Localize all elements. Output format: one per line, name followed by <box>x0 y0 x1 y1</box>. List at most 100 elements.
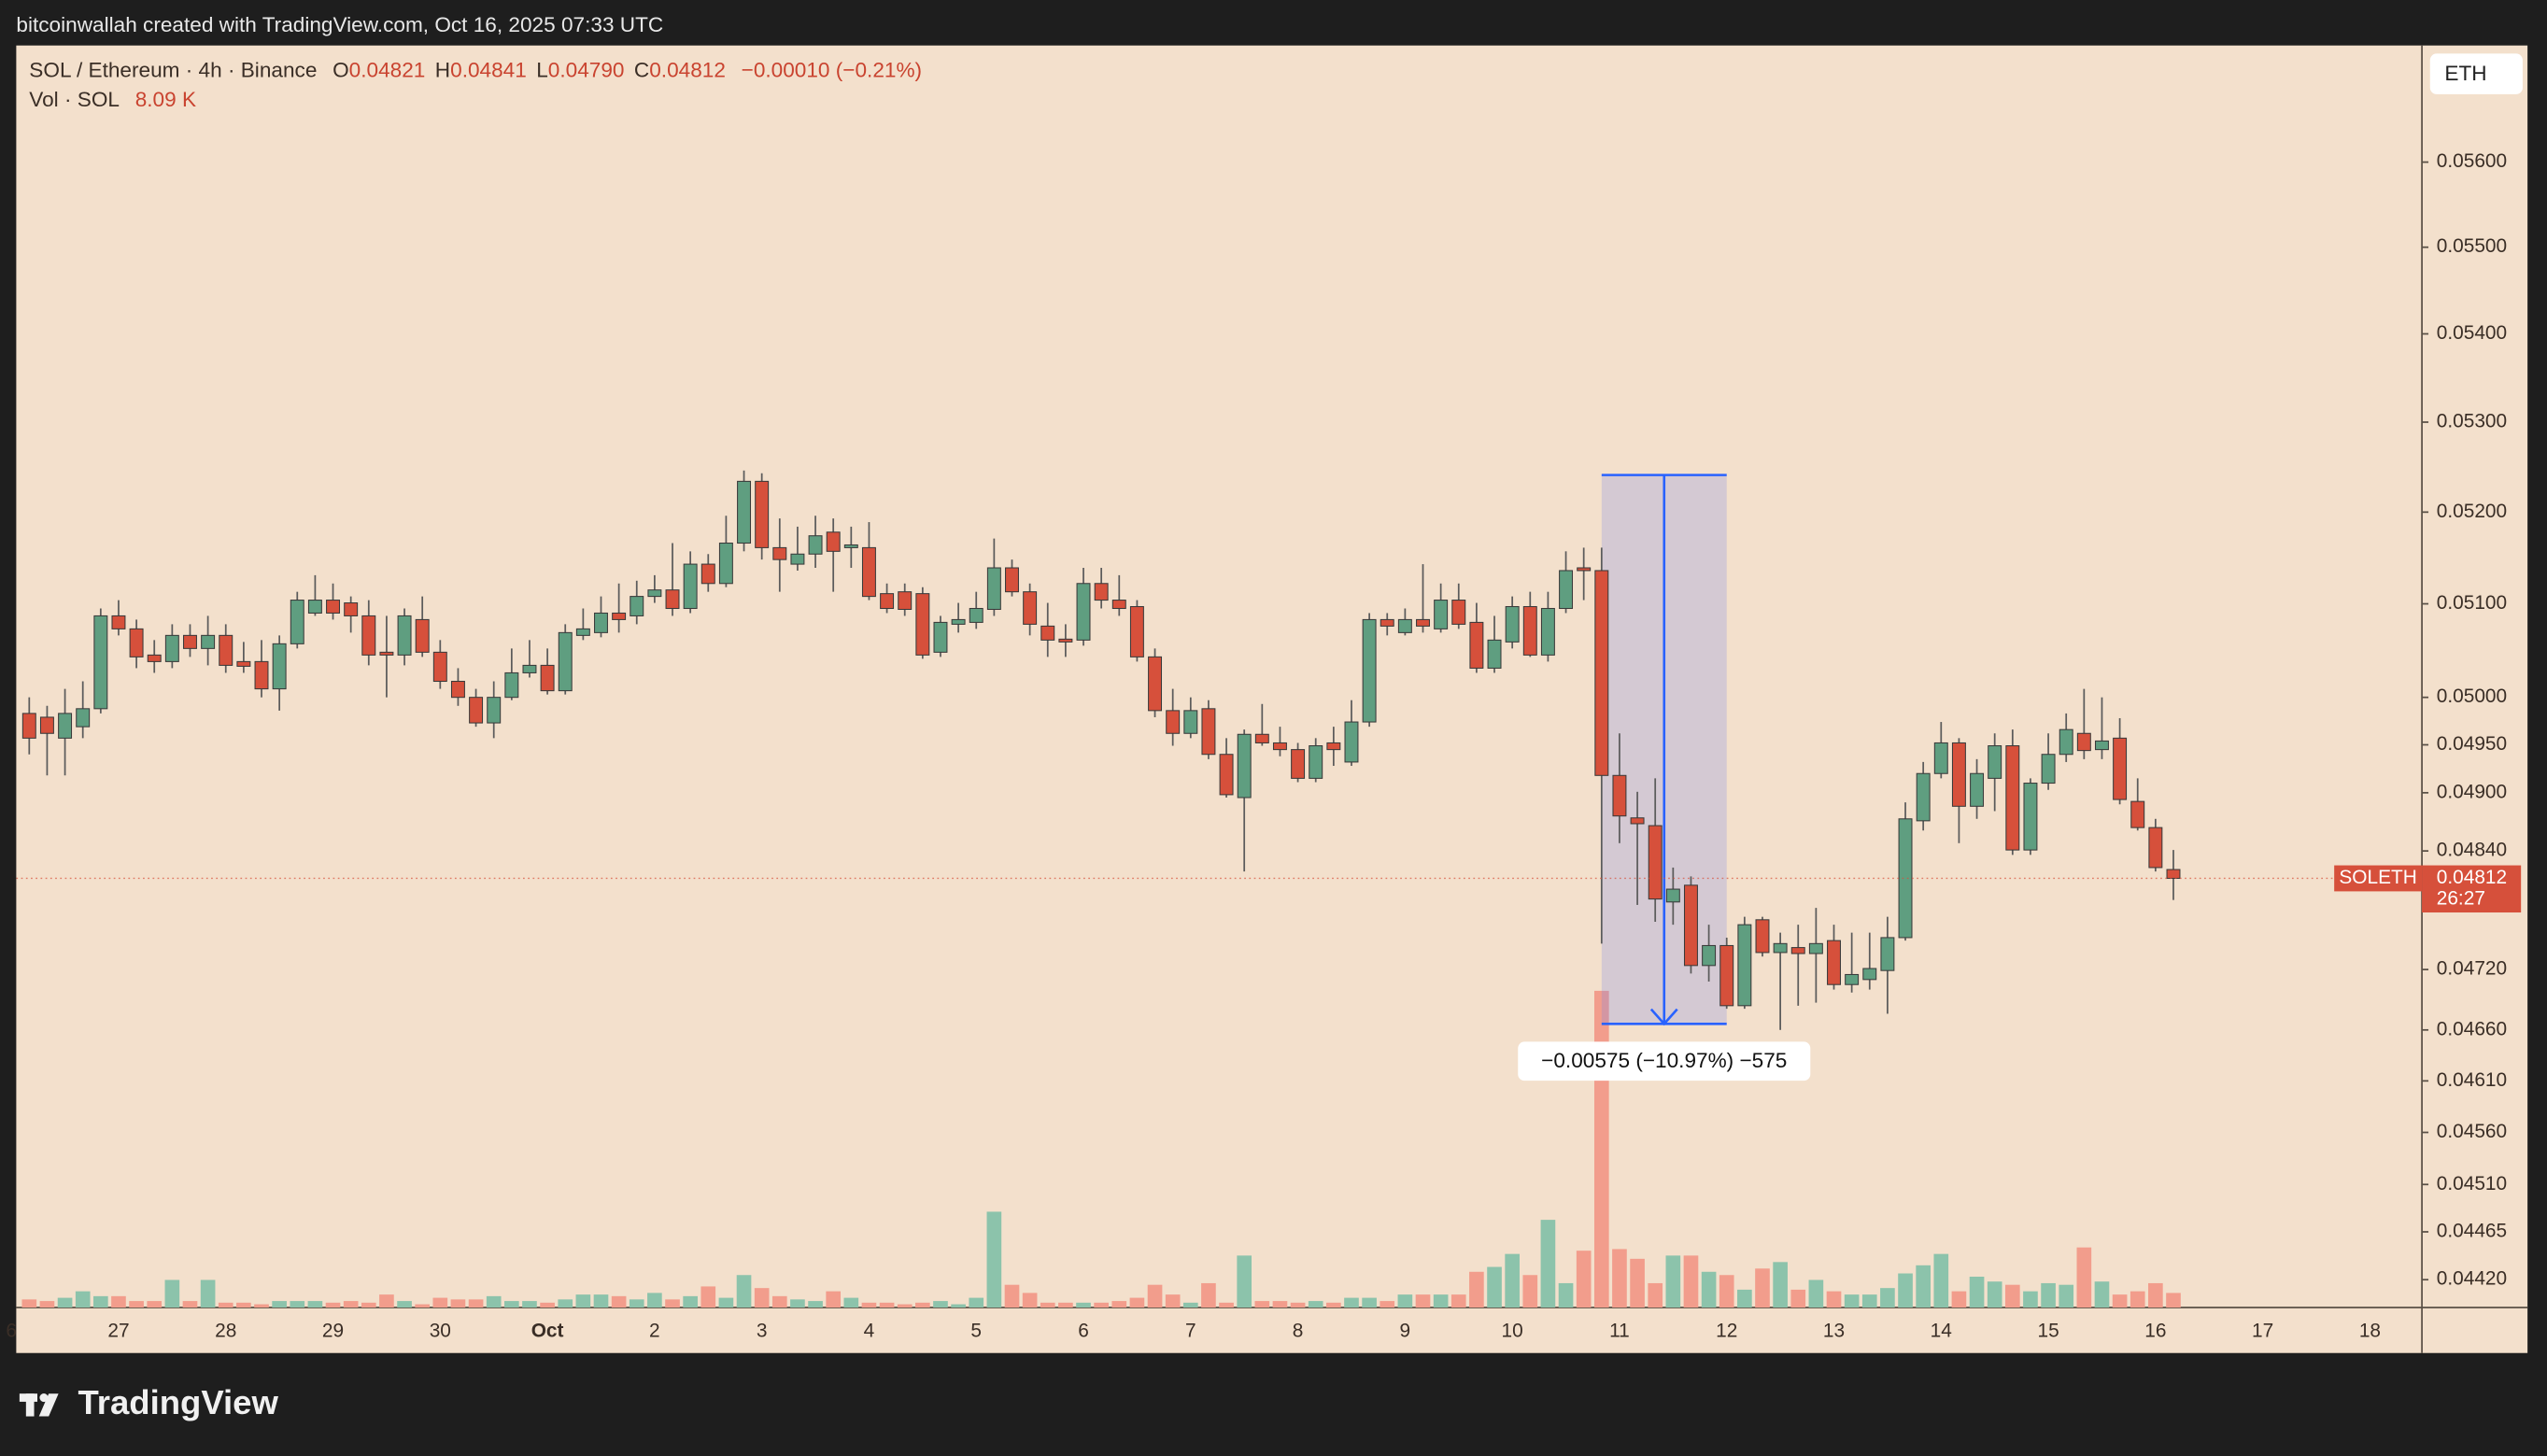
candle-body <box>1254 733 1269 743</box>
candle-body <box>1808 942 1823 954</box>
candle-body <box>540 664 555 692</box>
candle-body <box>808 535 823 555</box>
candle-body <box>2166 869 2181 880</box>
candle-body <box>1272 742 1287 751</box>
x-tick-label: 10 <box>1502 1321 1523 1342</box>
volume-bar <box>1129 1297 1145 1308</box>
candle-body <box>397 615 412 656</box>
candle-body <box>575 628 590 636</box>
candle-body <box>1487 639 1502 669</box>
volume-bar <box>1593 990 1609 1308</box>
candle-body <box>76 708 91 728</box>
volume-bar <box>1558 1282 1574 1308</box>
x-tick-label: 27 <box>107 1321 129 1342</box>
candle-body <box>1076 583 1091 641</box>
x-tick-label: 14 <box>1931 1321 1952 1342</box>
volume-bar <box>1469 1271 1484 1308</box>
volume-bar <box>683 1295 698 1308</box>
candle-body <box>2076 732 2091 752</box>
candle-body <box>1845 973 1860 985</box>
currency-button[interactable]: ETH <box>2429 53 2523 94</box>
volume-bar <box>826 1291 842 1308</box>
y-tick-label: 0.04950 <box>2437 733 2507 755</box>
candle-body <box>861 546 876 598</box>
volume-bar <box>1272 1301 1288 1308</box>
volume-bar <box>1344 1297 1359 1308</box>
x-tick-label: 12 <box>1716 1321 1737 1342</box>
volume-bar <box>57 1297 73 1308</box>
volume-bar <box>1576 1251 1592 1308</box>
candle-body <box>1094 583 1109 601</box>
candle-body <box>558 631 573 692</box>
volume-bar <box>1254 1301 1270 1308</box>
candle-body <box>1505 605 1520 643</box>
volume-bar <box>1094 1302 1109 1308</box>
volume-bar <box>1111 1301 1127 1308</box>
currency-button-label[interactable]: ETH <box>2444 62 2486 85</box>
volume-bar <box>1362 1297 1377 1308</box>
candle-body <box>1773 942 1788 954</box>
volume-bar <box>21 1299 37 1308</box>
volume-bar <box>147 1301 163 1308</box>
candle-body <box>1219 754 1234 796</box>
candle-body <box>1040 625 1055 641</box>
volume-bar <box>325 1302 341 1308</box>
volume-bar <box>1648 1282 1663 1308</box>
y-tick-label: 0.04840 <box>2437 840 2507 861</box>
x-tick-label: 17 <box>2252 1321 2273 1342</box>
x-tick-label: 2 <box>649 1321 660 1342</box>
y-tick-label: 0.05600 <box>2437 150 2507 172</box>
candle-body <box>1434 600 1449 629</box>
volume-bar <box>2041 1282 2056 1308</box>
volume-bar <box>1076 1302 1091 1308</box>
x-tick-label: 3 <box>757 1321 768 1342</box>
volume-bar <box>1719 1275 1734 1308</box>
candle-body <box>1916 772 1931 822</box>
candle-body <box>1702 944 1717 967</box>
volume-bar <box>1237 1255 1252 1308</box>
y-tick-label: 0.04560 <box>2437 1121 2507 1142</box>
attribution: bitcoinwallah created with TradingView.c… <box>16 13 663 36</box>
y-tick-label: 0.05000 <box>2437 686 2507 707</box>
volume-bar <box>1004 1284 1020 1308</box>
price-tag-bg <box>2422 865 2522 913</box>
symbol: SOL / Ethereum · 4h · Binance <box>29 59 317 82</box>
candle-body <box>361 615 376 656</box>
x-tick-label: Oct <box>531 1321 564 1342</box>
volume-bar <box>1898 1273 1913 1308</box>
volume-bar <box>2130 1291 2145 1308</box>
candle-body <box>1862 968 1877 981</box>
volume-bar <box>879 1302 895 1308</box>
candle-body <box>683 563 698 610</box>
candle-body <box>1291 749 1306 779</box>
volume-bar <box>1808 1279 1824 1308</box>
volume-bar <box>75 1291 91 1308</box>
candle-body <box>594 612 608 633</box>
candle-body <box>522 664 537 673</box>
candle-body <box>164 634 179 662</box>
candle-body <box>39 716 54 734</box>
volume-bar <box>558 1299 573 1308</box>
volume-bar <box>1951 1291 1967 1308</box>
volume-bar <box>2166 1293 2181 1308</box>
volume-bar <box>575 1294 591 1308</box>
volume-bar <box>200 1279 216 1308</box>
ohlc-value: 0.04821 <box>349 59 426 82</box>
currency-button-bg[interactable] <box>2429 53 2523 94</box>
candle-body <box>1344 721 1359 763</box>
candle-body <box>612 612 627 620</box>
candle-body <box>1451 600 1466 625</box>
candle-body <box>2094 740 2109 751</box>
candle-body <box>219 634 233 666</box>
volume-bar <box>522 1301 537 1308</box>
y-tick-label: 0.04420 <box>2437 1268 2507 1290</box>
volume-bar <box>361 1302 376 1308</box>
candle-body <box>1005 567 1019 593</box>
ohlc-key: H <box>435 59 450 82</box>
volume-bar <box>647 1293 662 1308</box>
volume-bar <box>1040 1302 1055 1308</box>
volume-bar <box>1987 1281 2002 1308</box>
candle-body <box>630 596 644 616</box>
y-tick-label: 0.05300 <box>2437 411 2507 432</box>
volume-bar <box>718 1297 734 1308</box>
